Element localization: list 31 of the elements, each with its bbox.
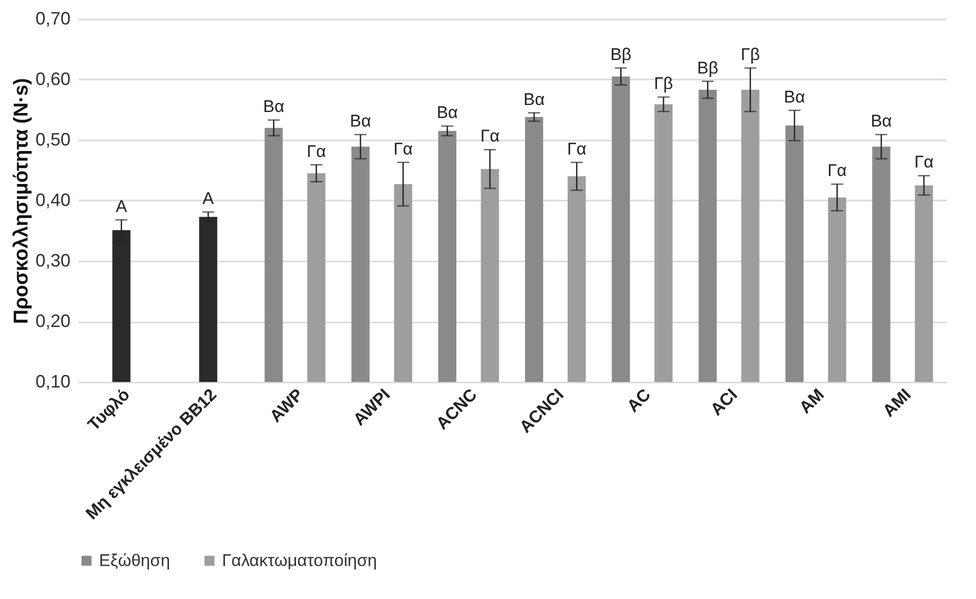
legend-label: Γαλακτωματοποίηση: [222, 550, 377, 570]
y-tick-label: 0,10: [35, 372, 70, 392]
legend-label: Εξώθηση: [99, 550, 170, 570]
y-tick-label: 0,60: [35, 69, 70, 89]
annotation: Γβ: [740, 45, 760, 64]
annotation: Βα: [350, 112, 372, 131]
y-axis-title: Προσκολλησιμότητα (N·s): [10, 78, 32, 324]
y-tick-label: 0,70: [35, 8, 70, 28]
annotation: Γβ: [654, 74, 674, 94]
annotation: Βα: [870, 112, 892, 131]
x-tick-label: ACI: [706, 385, 742, 420]
annotation: Γα: [828, 161, 847, 180]
annotation: Βα: [436, 103, 458, 122]
y-tick-label: 0,40: [35, 190, 70, 210]
annotation: Γα: [394, 139, 413, 158]
x-tick-label: AC: [623, 385, 654, 416]
annotation: Γα: [480, 126, 500, 146]
annotation: A: [116, 196, 128, 216]
annotation: Βα: [263, 97, 284, 116]
annotation: Βα: [784, 87, 806, 106]
y-tick-label: 0,30: [35, 250, 70, 270]
annotation: Γα: [306, 142, 326, 161]
y-tick-label: 0,20: [35, 311, 70, 331]
y-tick-label: 0,50: [35, 130, 70, 150]
annotation: A: [202, 188, 215, 208]
annotation: Ββ: [610, 45, 632, 64]
annotation: Γα: [567, 139, 586, 158]
x-tick-label: AM: [796, 385, 828, 418]
annotation: Γα: [914, 152, 934, 172]
annotation: Βα: [523, 90, 545, 109]
annotation: Ββ: [697, 58, 718, 78]
